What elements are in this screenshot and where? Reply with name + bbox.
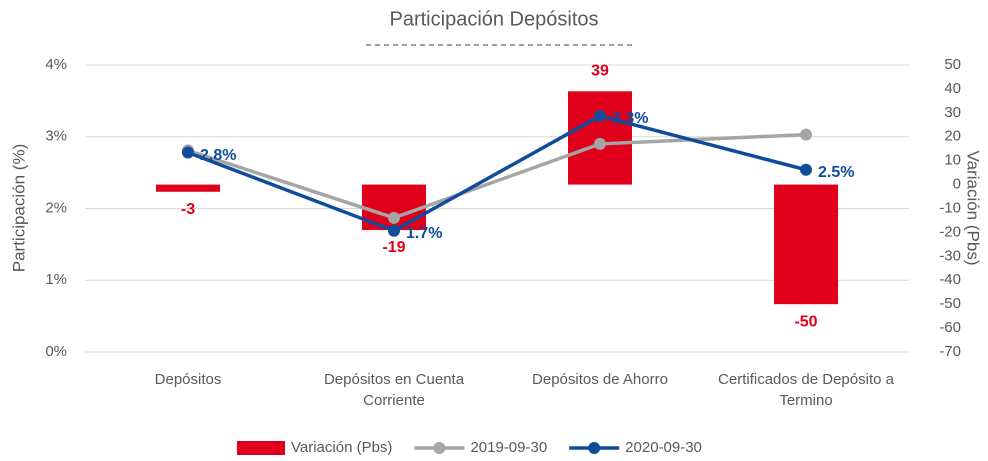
legend-label: 2020-09-30 (625, 439, 702, 456)
y2-tick-label: 10 (944, 152, 961, 169)
data-label: -50 (794, 313, 817, 330)
x-tick-label: Depósitos en Cuenta Corriente (323, 371, 465, 409)
legend-swatch (237, 441, 285, 455)
point (388, 211, 400, 224)
y2-tick-label: -30 (939, 247, 961, 264)
y2-tick-label: -40 (939, 271, 961, 288)
y2-tick-label: -20 (939, 223, 961, 240)
data-label: 39 (591, 63, 609, 80)
chart-title: Participación Depósitos (390, 8, 599, 30)
y2-tick-label: 50 (944, 56, 961, 73)
legend-label: Variación (Pbs) (291, 439, 392, 456)
bar (156, 184, 220, 192)
line (187, 114, 807, 233)
legend-marker (433, 442, 446, 454)
point (800, 163, 812, 176)
y-tick-label: 4% (45, 56, 67, 73)
legend-label: 2019-09-30 (470, 439, 547, 456)
legend-marker (588, 442, 601, 454)
data-label: -19 (382, 239, 405, 256)
data-label: -3 (181, 201, 195, 218)
y2-tick-label: -70 (939, 343, 961, 360)
x-tick-label: Depósitos (154, 371, 222, 388)
y2-tick-label: 30 (944, 104, 961, 121)
line (187, 132, 807, 220)
data-label: 3.3% (612, 110, 648, 127)
y-tick-label: 2% (45, 199, 67, 216)
data-label: 2.5% (818, 164, 854, 181)
point (182, 146, 194, 159)
y-tick-label: 1% (45, 271, 67, 288)
y2-tick-label: -10 (939, 199, 961, 216)
point (594, 109, 606, 122)
y-tick-label: 3% (45, 128, 67, 145)
y-axis-label: Participación (%) (9, 144, 28, 273)
x-tick-label: Depósitos de Ahorro (532, 371, 668, 388)
point (800, 128, 812, 141)
y-tick-label: 0% (45, 343, 67, 360)
data-label: 1.7% (406, 225, 442, 242)
bar (774, 184, 838, 305)
y2-axis-label: Variación (Pbs) (964, 151, 983, 266)
y2-tick-label: 20 (944, 128, 961, 145)
y2-tick-label: 0 (953, 176, 961, 193)
y2-tick-label: -60 (939, 319, 961, 336)
point (594, 137, 606, 150)
y2-tick-label: 40 (944, 80, 961, 97)
y2-tick-label: -50 (939, 295, 961, 312)
x-tick-label: Certificados de Depósito a Termino (718, 371, 894, 409)
point (388, 224, 400, 237)
data-label: 2.8% (200, 147, 236, 164)
